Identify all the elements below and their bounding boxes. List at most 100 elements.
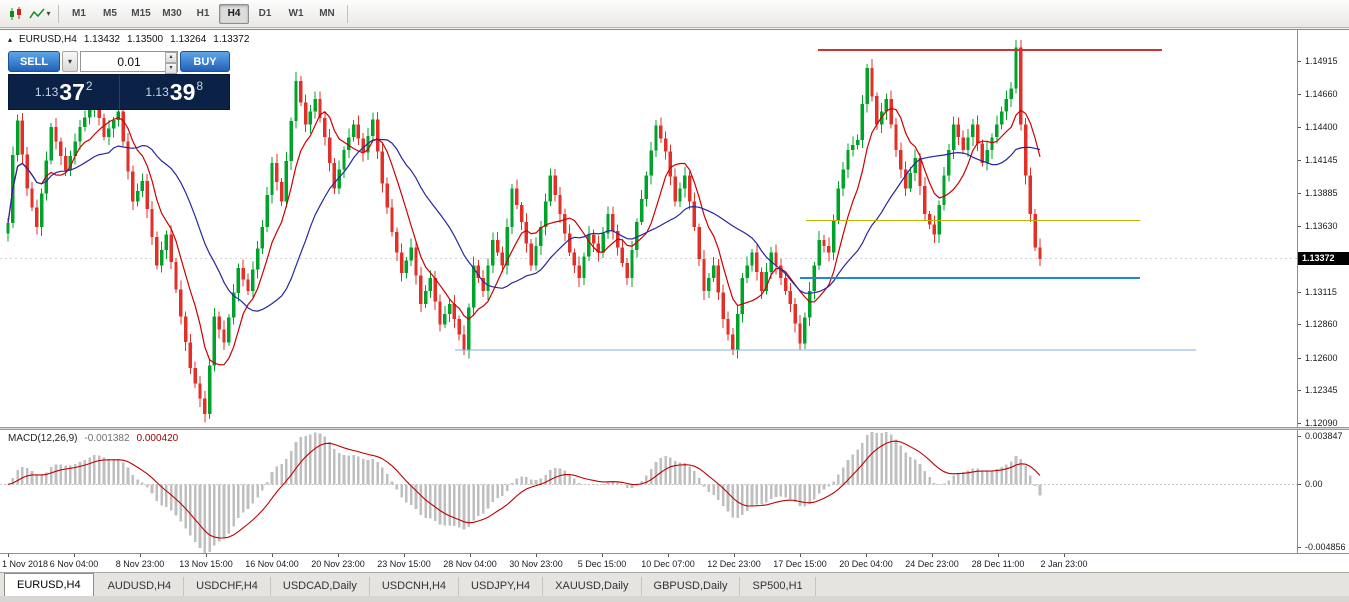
ohlc-header: ▴ EURUSD,H4 1.13432 1.13500 1.13264 1.13…	[8, 34, 249, 45]
timeframe-button-m30[interactable]: M30	[162, 7, 182, 19]
macd-axis: 0.003847 0.00 -0.004856	[1297, 430, 1349, 553]
macd-panel[interactable]: MACD(12,26,9) -0.001382 0.000420	[0, 430, 1297, 553]
chart-low-value: 1.13264	[170, 34, 207, 45]
chevron-down-icon: ▾	[46, 9, 51, 18]
time-tick-mark	[998, 554, 999, 557]
timeframe-buttons: M1 M5 M15 M30 H1 H4 D1 W1 MN	[64, 3, 342, 24]
macd-tick-mark	[1298, 436, 1301, 437]
price-tick-mark	[1298, 324, 1301, 325]
macd-scale-label: -0.004856	[1305, 542, 1346, 552]
price-tick-label: 1.14400	[1305, 122, 1338, 132]
bid-pipette: 2	[85, 79, 93, 93]
timeframe-button-m1[interactable]: M1	[72, 7, 86, 19]
timeframe-button-w1[interactable]: W1	[288, 7, 304, 19]
price-chart-panel[interactable]: ▴ EURUSD,H4 1.13432 1.13500 1.13264 1.13…	[0, 29, 1297, 428]
bid-prefix: 1.13	[34, 85, 59, 99]
tab-usdcnh-h4[interactable]: USDCNH,H4	[370, 577, 460, 596]
spinner-up-icon: ▴	[165, 52, 177, 63]
timeframe-button-h1[interactable]: H1	[196, 7, 210, 19]
macd-scale-label: 0.003847	[1305, 431, 1343, 441]
buy-button[interactable]: BUY	[180, 51, 230, 72]
time-tick-mark	[800, 554, 801, 557]
ask-price-display[interactable]: 1.13 39 8	[120, 75, 230, 109]
time-tick-mark	[140, 554, 141, 557]
timeframe-button-m15[interactable]: M15	[131, 7, 151, 19]
one-click-trading-widget: SELL ▾ 0.01 ▴ ▾ BUY 1.13 37 2	[8, 51, 230, 110]
candlestick-glyph	[10, 6, 21, 20]
macd-chart-svg	[0, 432, 1297, 553]
time-tick-mark	[602, 554, 603, 557]
time-axis-label: 8 Nov 23:00	[115, 559, 165, 569]
price-tick-mark	[1298, 160, 1301, 161]
price-tick-label: 1.12600	[1305, 352, 1338, 363]
time-tick-mark	[272, 554, 273, 557]
chart-high-value: 1.13500	[126, 34, 164, 45]
chart-tools-icon[interactable]: ▾	[29, 4, 51, 24]
time-axis-label: 2 Jan 23:00	[1040, 559, 1088, 569]
macd-signal-value: 0.000420	[136, 433, 179, 444]
tab-eurusd-h4[interactable]: EURUSD,H4	[4, 573, 94, 596]
price-axis[interactable]: 1.13372 1.14915 1.14660 1.14400 1.14145 1.13…	[1297, 29, 1349, 428]
price-tick-mark	[1298, 423, 1301, 424]
tab-gbpusd-daily[interactable]: GBPUSD,Daily	[642, 577, 741, 596]
toolbar-separator	[58, 4, 59, 23]
price-tick-mark	[1298, 358, 1301, 359]
macd-label: MACD(12,26,9)	[8, 433, 78, 444]
price-tick-label: 1.13885	[1305, 187, 1338, 198]
time-tick-mark	[536, 554, 537, 557]
price-tick-label: 1.14145	[1305, 154, 1338, 165]
current-price-tag: 1.13372	[1298, 252, 1349, 266]
chart-type-icon[interactable]	[5, 4, 27, 24]
current-price-value: 1.13372	[1302, 253, 1335, 264]
time-axis-label: 20 Nov 23:00	[311, 559, 365, 569]
time-axis-label: 30 Nov 23:00	[509, 559, 563, 569]
bid-price-display[interactable]: 1.13 37 2	[9, 75, 120, 109]
timeframe-button-mn[interactable]: MN	[319, 7, 335, 19]
price-tick-label: 1.12090	[1305, 418, 1338, 428]
ask-pipette: 8	[196, 79, 204, 93]
tab-sp500-h1[interactable]: SP500,H1	[740, 577, 816, 596]
price-tick-mark	[1298, 390, 1301, 391]
time-axis-label: 17 Dec 15:00	[773, 559, 827, 569]
time-axis-label: 28 Nov 04:00	[443, 559, 497, 569]
chevron-down-icon: ▾	[67, 57, 72, 66]
time-axis[interactable]: 1 Nov 2018 6 Nov 04:00 8 Nov 23:00 13 Nov 1…	[0, 553, 1349, 572]
tab-audusd-h4[interactable]: AUDUSD,H4	[96, 577, 185, 596]
tab-usdcad-daily[interactable]: USDCAD,Daily	[271, 577, 370, 596]
time-tick-mark	[206, 554, 207, 557]
volume-input[interactable]: 0.01 ▴ ▾	[80, 51, 178, 74]
chart-symbol: EURUSD,H4	[19, 34, 77, 45]
timeframe-button-d1[interactable]: D1	[258, 7, 272, 19]
price-tick-mark	[1298, 193, 1301, 194]
panel-divider[interactable]	[0, 427, 1349, 430]
time-axis-label: 1 Nov 2018	[2, 559, 49, 569]
price-tick-label: 1.12860	[1305, 319, 1338, 330]
macd-tick-mark	[1298, 484, 1301, 486]
tab-usdchf-h4[interactable]: USDCHF,H4	[184, 577, 271, 596]
sell-button[interactable]: SELL	[8, 51, 60, 72]
ask-main-digits: 39	[169, 78, 196, 105]
time-axis-label: 10 Dec 07:00	[641, 559, 695, 569]
bar-direction-icon: ▴	[8, 35, 13, 44]
toolbar: ▾ M1 M5 M15 M30 H1 H4 D1 W1 MN	[0, 0, 1349, 28]
macd-tick-mark	[1298, 547, 1301, 548]
tab-xauusd-daily[interactable]: XAUUSD,Daily	[543, 577, 642, 596]
volume-spinner[interactable]: ▴ ▾	[165, 52, 177, 74]
price-tick-label: 1.14660	[1305, 88, 1338, 99]
indicator-glyph	[29, 8, 46, 18]
price-chart-svg	[0, 40, 1297, 423]
price-tick-label: 1.14915	[1305, 56, 1338, 66]
order-options-dropdown[interactable]: ▾	[62, 51, 78, 72]
tab-usdjpy-h4[interactable]: USDJPY,H4	[459, 577, 544, 596]
timeframe-button-h4[interactable]: H4	[219, 3, 249, 24]
macd-header: MACD(12,26,9) -0.001382 0.000420	[8, 433, 178, 444]
time-tick-mark	[668, 554, 669, 557]
timeframe-button-m5[interactable]: M5	[103, 7, 117, 19]
status-strip	[0, 596, 1349, 602]
price-tick-mark	[1298, 226, 1301, 227]
time-tick-mark	[470, 554, 471, 557]
chart-close-value: 1.13372	[213, 34, 250, 45]
time-tick-mark	[404, 554, 405, 557]
macd-main-value: -0.001382	[84, 433, 130, 444]
